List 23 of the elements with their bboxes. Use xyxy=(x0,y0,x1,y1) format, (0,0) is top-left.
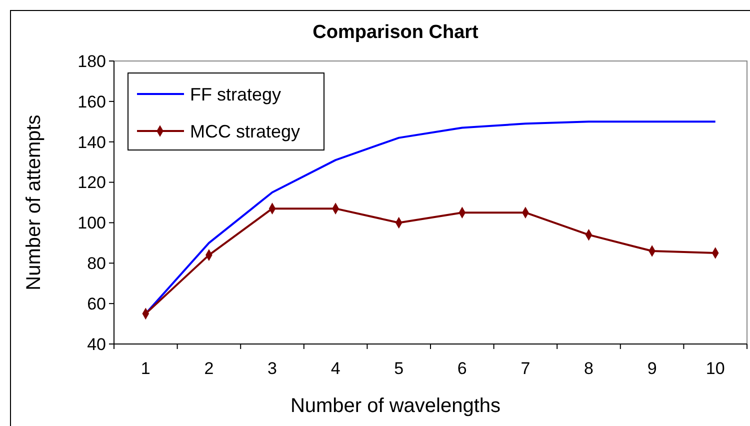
chart-title: Comparison Chart xyxy=(312,22,480,43)
legend-label: MCC strategy xyxy=(190,121,300,142)
y-tick-label: 120 xyxy=(78,173,106,192)
y-axis-title: Number of attempts xyxy=(23,114,45,290)
y-tick-label: 160 xyxy=(78,92,106,112)
y-tick-label: 40 xyxy=(87,334,106,354)
x-tick-label: 3 xyxy=(268,359,277,378)
y-tick-label: 80 xyxy=(87,254,106,274)
x-tick-label: 2 xyxy=(204,359,214,378)
x-tick-label: 7 xyxy=(520,359,530,378)
y-tick-label: 140 xyxy=(78,132,106,152)
y-tick-label: 180 xyxy=(78,52,106,71)
x-tick-label: 10 xyxy=(706,359,725,378)
y-tick-label: 60 xyxy=(87,294,106,314)
x-tick-label: 4 xyxy=(330,359,340,378)
x-tick-label: 8 xyxy=(584,359,594,378)
x-tick-label: 6 xyxy=(457,359,467,378)
legend-label: FF strategy xyxy=(190,84,282,104)
x-axis-title: Number of wavelengths xyxy=(290,395,501,417)
x-tick-label: 9 xyxy=(647,359,657,378)
x-tick-label: 5 xyxy=(394,359,404,378)
x-tick-label: 1 xyxy=(140,359,150,378)
y-tick-label: 100 xyxy=(78,214,106,233)
